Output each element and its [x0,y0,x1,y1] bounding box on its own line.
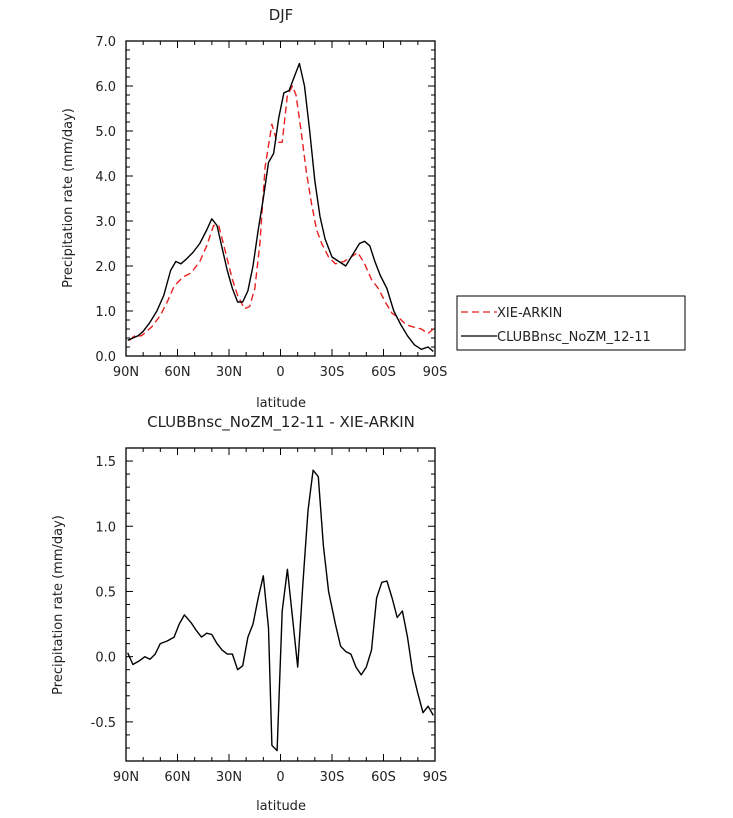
legend-box [456,295,686,351]
legend-label-xie-arkin: XIE-ARKIN [497,306,562,321]
bottom-xtick-label: 30S [320,770,345,785]
top-ylabel: Precipitation rate (mm/day) [61,108,76,288]
bottom-xlabel: latitude [256,799,306,814]
top-xtick-label: 90N [113,365,139,380]
bottom-xtick-label: 60N [164,770,190,785]
top-ytick-label: 7.0 [95,35,116,50]
bottom-panel: CLUBBnsc_NoZM_12-11 - XIE-ARKIN Precipit… [51,413,447,814]
top-ytick-label: 6.0 [95,80,116,95]
top-ytick-label: 4.0 [95,170,116,185]
bottom-xtick-label: 90N [113,770,139,785]
top-ytick-label: 1.0 [95,305,116,320]
top-title: DJF [269,6,294,24]
bottom-ytick-label: 1.0 [95,520,116,535]
bottom-xtick-label: 30N [216,770,242,785]
top-series-line-1 [127,62,434,353]
top-xtick-label: 60N [164,365,190,380]
bottom-title: CLUBBnsc_NoZM_12-11 - XIE-ARKIN [147,413,415,432]
bottom-xtick-label: 60S [371,770,396,785]
bottom-ylabel: Precipitation rate (mm/day) [51,515,66,695]
legend: XIE-ARKIN CLUBBnsc_NoZM_12-11 [456,295,686,351]
top-xtick-label: 30N [216,365,242,380]
bottom-ytick-label: 0.5 [95,585,116,600]
top-xtick-label: 90S [423,365,448,380]
top-ytick-label: 0.0 [95,350,116,365]
top-ytick-label: 3.0 [95,215,116,230]
top-series-layer [127,62,434,353]
top-xtick-label: 30S [320,365,345,380]
bottom-series-line-0 [127,469,434,752]
bottom-series-layer [127,469,434,752]
legend-label-clubb: CLUBBnsc_NoZM_12-11 [497,330,651,345]
top-tick-layer: 90N 60N 30N 0 30S 60S 90S 0.0 1.0 2.0 3.0 4.0 5.0 6.0… [95,35,447,380]
bottom-ytick-label: 1.5 [95,455,116,470]
bottom-ytick-label: 0.0 [95,651,116,666]
bottom-xtick-label: 90S [423,770,448,785]
bottom-xtick-label: 0 [276,770,284,785]
top-xlabel: latitude [256,396,306,411]
top-xtick-label: 60S [371,365,396,380]
top-ytick-label: 5.0 [95,125,116,140]
bottom-tick-layer: 90N 60N 30N 0 30S 60S 90S -0.5 0.0 0.5 1.0 1.5 [91,447,448,785]
top-panel: DJF Precipitation rate (mm/day) latitude… [61,6,447,411]
top-xtick-label: 0 [276,365,284,380]
top-plot-frame [125,40,436,357]
bottom-plot-frame [125,447,436,762]
top-ytick-label: 2.0 [95,260,116,275]
bottom-ytick-label: -0.5 [91,716,116,731]
top-series-line-0 [128,85,434,341]
